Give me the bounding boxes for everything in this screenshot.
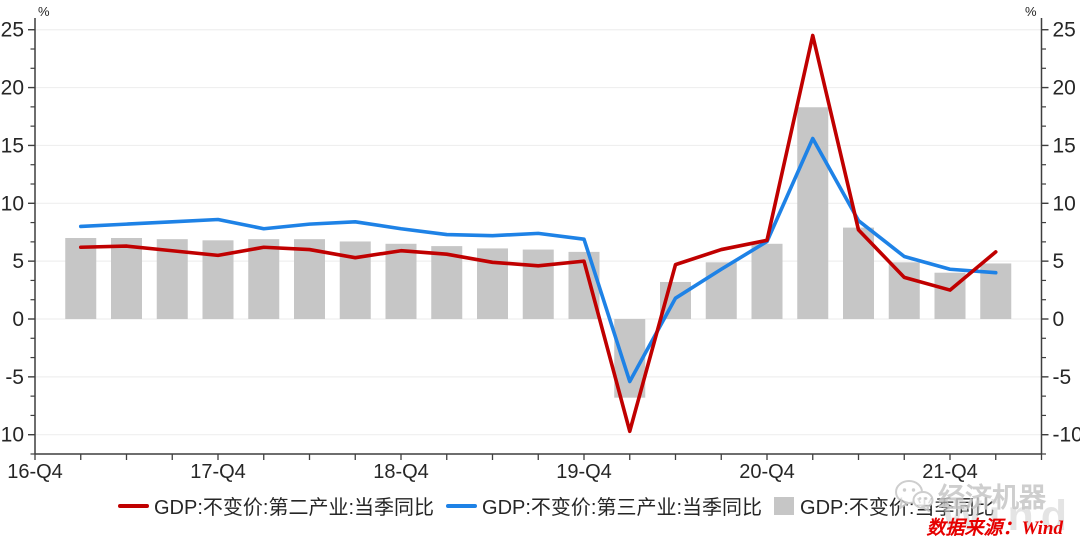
legend-item-secondary-industry: GDP:不变价:第二产业:当季同比 xyxy=(118,491,434,520)
gdp-bar xyxy=(888,262,920,319)
secondary-industry-line xyxy=(78,33,998,434)
gdp-bar xyxy=(705,262,737,319)
legend-label-secondary: GDP:不变价:第二产业:当季同比 xyxy=(154,497,435,519)
y-tick-label-right: -10 xyxy=(1053,424,1080,447)
y-tick-label-right: 5 xyxy=(1053,250,1065,273)
x-tick-label: 20-Q4 xyxy=(739,461,795,483)
y-tick-label-left: 20 xyxy=(1,77,24,100)
chart-legend: GDP:不变价:第二产业:当季同比 GDP:不变价:第三产业:当季同比 GDP:… xyxy=(118,491,1006,520)
gdp-bar xyxy=(431,246,463,319)
x-tick-label: 21-Q4 xyxy=(922,461,978,483)
y-tick-label-left: 25 xyxy=(1,19,24,42)
gdp-bar xyxy=(339,241,371,319)
blue-line-swatch xyxy=(446,503,478,508)
x-tick-label: 17-Q4 xyxy=(190,461,246,483)
gdp-bar xyxy=(751,243,783,319)
y-tick-label-right: 10 xyxy=(1053,192,1076,215)
unit-label-left: % xyxy=(38,4,50,19)
legend-label-gdp: GDP:不变价:当季同比 xyxy=(800,497,995,519)
y-tick-label-left: 5 xyxy=(12,250,24,273)
y-tick-label-left: 10 xyxy=(1,192,24,215)
y-tick-label-right: 15 xyxy=(1053,134,1076,157)
y-tick-label-left: -10 xyxy=(0,424,24,447)
brand-watermark-text: 经济机器 xyxy=(938,483,1046,513)
gdp-bar xyxy=(385,243,417,319)
tertiary-industry-line xyxy=(78,136,998,384)
x-tick-label: 16-Q4 xyxy=(7,461,63,483)
data-source-note: 数据来源：Wind xyxy=(926,518,1063,539)
brand-watermark: 经济机器 xyxy=(894,476,1046,515)
wind-logo-watermark: Wind xyxy=(941,492,1074,540)
legend-label-tertiary: GDP:不变价:第三产业:当季同比 xyxy=(482,497,763,519)
gdp-bar xyxy=(614,319,646,398)
y-tick-label-right: 20 xyxy=(1053,77,1076,100)
y-tick-label-right: 25 xyxy=(1053,19,1076,42)
gdp-bar xyxy=(248,239,280,319)
gray-bar-swatch xyxy=(774,496,795,515)
legend-item-tertiary-industry: GDP:不变价:第三产业:当季同比 xyxy=(446,491,762,520)
gdp-bar xyxy=(111,238,142,319)
red-line-swatch xyxy=(118,503,149,508)
x-tick-label: 18-Q4 xyxy=(373,461,429,483)
wechat-icon xyxy=(894,479,934,513)
legend-item-gdp: GDP:不变价:当季同比 xyxy=(774,491,994,520)
y-tick-label-left: 0 xyxy=(12,308,24,331)
gdp-bar xyxy=(65,238,97,319)
y-tick-label-right: -5 xyxy=(1053,366,1072,389)
gdp-bar xyxy=(522,249,554,319)
unit-label-right: % xyxy=(1025,4,1037,19)
y-tick-label-left: 15 xyxy=(1,134,24,157)
y-tick-label-right: 0 xyxy=(1053,308,1065,331)
x-tick-label: 19-Q4 xyxy=(556,461,612,483)
y-tick-label-left: -5 xyxy=(5,366,24,389)
